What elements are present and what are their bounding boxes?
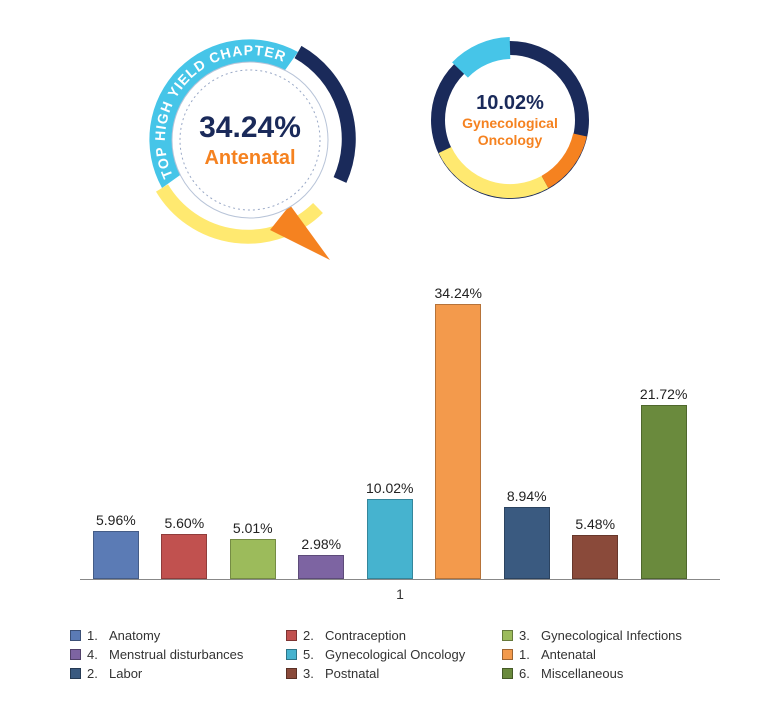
- legend-item: 5. Gynecological Oncology: [286, 647, 494, 662]
- legend-swatch: [70, 668, 81, 679]
- bar: 5.48%: [572, 535, 618, 579]
- badge-antenatal-label: Antenatal: [199, 146, 301, 170]
- legend-item: 3. Postnatal: [286, 666, 494, 681]
- legend-label: Postnatal: [325, 666, 379, 681]
- bar: 5.60%: [161, 534, 207, 579]
- legend-swatch: [286, 649, 297, 660]
- bar-chart-plot: 5.96% 5.60% 5.01% 2.98% 10.02% 34.24% 8.94% 5.4…: [80, 290, 720, 580]
- legend-item: 6. Miscellaneous: [502, 666, 710, 681]
- bar: 5.01%: [230, 539, 276, 579]
- bar-value-label: 21.72%: [640, 386, 687, 402]
- legend-label: Contraception: [325, 628, 406, 643]
- bar-value-label: 5.60%: [164, 515, 204, 531]
- legend-label: Labor: [109, 666, 142, 681]
- bar-value-label: 2.98%: [301, 536, 341, 552]
- badge-antenatal: TOP HIGH YIELD CHAPTER 34.24% Antenatal: [120, 10, 380, 270]
- legend-number: 6.: [519, 666, 535, 681]
- legend-label: Miscellaneous: [541, 666, 623, 681]
- badge-oncology-center: 10.02% Gynecological Oncology: [462, 91, 558, 149]
- legend-number: 3.: [519, 628, 535, 643]
- legend-item: 2. Labor: [70, 666, 278, 681]
- legend-swatch: [502, 668, 513, 679]
- badge-antenatal-percent: 34.24%: [199, 110, 301, 146]
- bar: 21.72%: [641, 405, 687, 579]
- bar-value-label: 8.94%: [507, 488, 547, 504]
- badge-oncology-percent: 10.02%: [462, 91, 558, 115]
- legend-number: 2.: [303, 628, 319, 643]
- bar-value-label: 5.96%: [96, 512, 136, 528]
- legend-swatch: [502, 630, 513, 641]
- legend-number: 2.: [87, 666, 103, 681]
- legend-label: Antenatal: [541, 647, 596, 662]
- legend-number: 4.: [87, 647, 103, 662]
- bar-value-label: 5.48%: [575, 516, 615, 532]
- legend-item: 2. Contraception: [286, 628, 494, 643]
- legend-item: 4. Menstrual disturbances: [70, 647, 278, 662]
- legend-label: Gynecological Infections: [541, 628, 682, 643]
- legend-number: 1.: [87, 628, 103, 643]
- legend-item: 1. Antenatal: [502, 647, 710, 662]
- legend-swatch: [286, 630, 297, 641]
- badge-oncology: 10.02% Gynecological Oncology: [420, 30, 600, 210]
- legend-item: 3. Gynecological Infections: [502, 628, 710, 643]
- legend-number: 1.: [519, 647, 535, 662]
- legend-swatch: [70, 649, 81, 660]
- legend-swatch: [502, 649, 513, 660]
- legend-number: 3.: [303, 666, 319, 681]
- legend-label: Anatomy: [109, 628, 160, 643]
- bar-value-label: 34.24%: [434, 285, 481, 301]
- bar: 10.02%: [367, 499, 413, 579]
- bar: 8.94%: [504, 507, 550, 579]
- x-axis-label: 1: [80, 586, 720, 602]
- legend-item: 1. Anatomy: [70, 628, 278, 643]
- legend-swatch: [286, 668, 297, 679]
- badge-oncology-label: Gynecological Oncology: [462, 115, 558, 149]
- badge-region: TOP HIGH YIELD CHAPTER 34.24% Antenatal …: [0, 0, 768, 280]
- legend-label: Gynecological Oncology: [325, 647, 465, 662]
- bar-value-label: 10.02%: [366, 480, 413, 496]
- bar: 5.96%: [93, 531, 139, 579]
- bar: 2.98%: [298, 555, 344, 579]
- bar: 34.24%: [435, 304, 481, 579]
- legend: 1. Anatomy 2. Contraception 3. Gynecological …: [70, 628, 710, 681]
- bar-value-label: 5.01%: [233, 520, 273, 536]
- bar-chart: 5.96% 5.60% 5.01% 2.98% 10.02% 34.24% 8.94% 5.4…: [80, 290, 720, 620]
- badge-antenatal-center: 34.24% Antenatal: [199, 110, 301, 170]
- legend-swatch: [70, 630, 81, 641]
- legend-label: Menstrual disturbances: [109, 647, 243, 662]
- legend-number: 5.: [303, 647, 319, 662]
